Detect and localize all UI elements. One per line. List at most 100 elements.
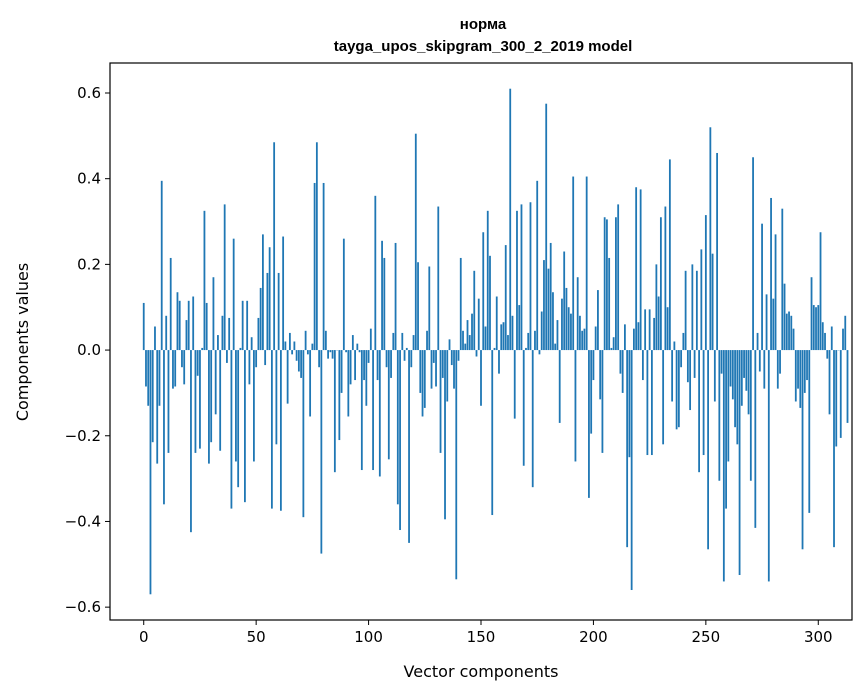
bar	[194, 350, 197, 453]
bar	[731, 350, 734, 400]
bar	[626, 350, 629, 548]
bar	[522, 350, 525, 466]
bar	[279, 350, 282, 511]
bar	[322, 182, 325, 351]
bar	[763, 350, 766, 389]
bar-series	[142, 88, 849, 595]
bar	[208, 350, 210, 464]
bar	[244, 350, 246, 503]
bar	[767, 350, 770, 582]
bar	[803, 350, 806, 393]
bar	[502, 322, 505, 351]
bar	[543, 260, 545, 351]
bar	[410, 350, 413, 368]
bar	[799, 350, 802, 408]
y-tick-label: −0.2	[65, 427, 101, 445]
bar	[358, 350, 361, 353]
bar	[428, 266, 431, 351]
bar	[752, 157, 754, 351]
bar	[561, 298, 563, 351]
bar	[320, 350, 323, 554]
bar	[167, 350, 170, 453]
bar	[781, 208, 784, 351]
x-tick-label: 250	[692, 628, 721, 646]
bar	[673, 341, 676, 351]
bar	[387, 350, 390, 460]
bar	[518, 305, 521, 351]
bar	[534, 330, 536, 351]
bar	[306, 350, 309, 355]
bar	[833, 350, 835, 548]
bar	[250, 337, 253, 351]
bar	[331, 350, 334, 359]
bar	[430, 350, 433, 389]
bar	[374, 195, 377, 351]
bar	[464, 343, 467, 351]
bar	[576, 277, 579, 351]
bar	[511, 315, 514, 351]
bar	[846, 350, 849, 423]
bar	[154, 326, 156, 351]
y-axis-label: Components values	[13, 263, 32, 421]
bar	[754, 350, 757, 528]
bar	[504, 245, 507, 351]
bar	[466, 320, 469, 351]
bar	[677, 350, 680, 428]
bar	[776, 350, 779, 389]
bar	[268, 247, 271, 351]
bar	[383, 257, 386, 351]
bar	[788, 311, 790, 351]
bar	[498, 350, 500, 374]
bar	[480, 350, 482, 406]
bar	[790, 315, 793, 351]
bar	[340, 350, 343, 393]
bar	[446, 350, 449, 402]
bar	[477, 298, 480, 351]
bar	[567, 307, 570, 351]
bar	[574, 350, 577, 462]
bar	[572, 176, 575, 351]
bar	[547, 268, 550, 351]
bar	[513, 350, 516, 419]
y-tick-label: −0.6	[65, 598, 101, 616]
bar	[538, 350, 541, 355]
bar	[756, 332, 759, 351]
bar	[203, 210, 206, 351]
bar	[230, 350, 233, 509]
bar	[842, 328, 844, 351]
bar	[817, 305, 820, 351]
bar	[745, 350, 748, 391]
bar	[828, 350, 831, 415]
bar	[540, 311, 543, 351]
bar	[248, 350, 251, 385]
bar	[525, 347, 527, 351]
bar	[457, 350, 460, 361]
bar	[671, 350, 674, 402]
bar	[610, 347, 613, 351]
bar	[172, 350, 174, 389]
bar	[378, 350, 381, 477]
bar	[151, 350, 154, 443]
bar	[615, 217, 617, 351]
bar	[286, 350, 289, 404]
bar	[594, 326, 597, 351]
bar	[270, 350, 273, 509]
bar	[743, 350, 745, 378]
bar	[226, 350, 228, 363]
bar	[199, 350, 201, 449]
bar	[309, 350, 312, 417]
bar	[644, 309, 647, 351]
bar	[657, 296, 660, 351]
bar	[345, 350, 347, 353]
bar	[324, 330, 327, 351]
x-tick-label: 0	[139, 628, 149, 646]
y-tick-label: 0.0	[77, 341, 101, 359]
bar	[734, 350, 736, 428]
bar	[156, 350, 159, 464]
bar	[471, 313, 473, 351]
bar	[212, 277, 215, 351]
bar	[237, 350, 240, 488]
bar	[830, 326, 833, 351]
bar	[475, 350, 478, 357]
bar	[444, 350, 446, 520]
